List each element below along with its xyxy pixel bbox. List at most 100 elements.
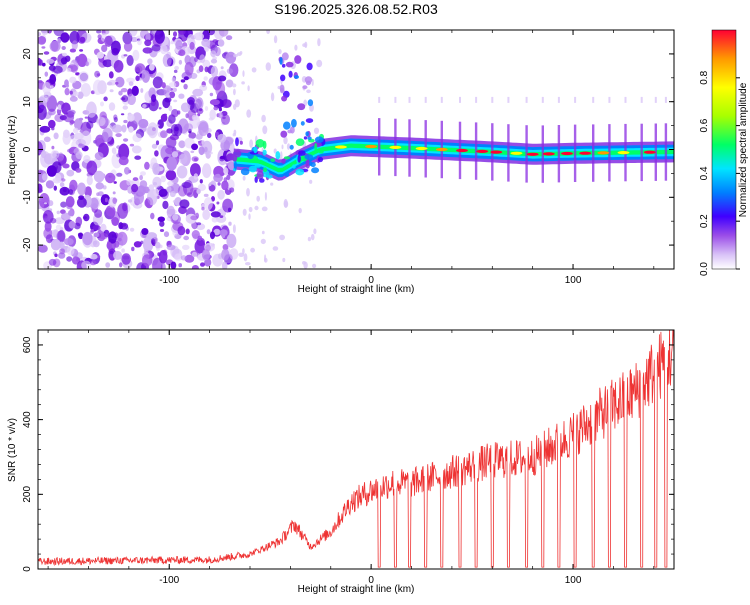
signal-streak-faint: [394, 96, 397, 103]
noise-blob: [79, 49, 84, 52]
signal-peak: [334, 145, 347, 149]
noise-blob: [82, 232, 93, 246]
noise-blob: [65, 84, 69, 88]
noise-blob: [158, 249, 168, 264]
noise-blob: [212, 39, 218, 43]
plume-blob: [279, 84, 285, 93]
snr-series-line: [38, 330, 674, 568]
noise-blob: [85, 61, 89, 67]
noise-blob: [150, 238, 156, 245]
noise-blob: [54, 253, 58, 258]
noise-blob: [64, 87, 70, 96]
noise-blob: [248, 206, 253, 213]
noise-blob: [141, 70, 150, 83]
noise-blob: [79, 36, 86, 43]
noise-blob: [103, 96, 108, 102]
noise-blob: [243, 253, 248, 262]
noise-blob: [180, 79, 186, 83]
noise-blob: [80, 130, 92, 146]
noise-blob: [241, 81, 245, 85]
noise-blob: [251, 67, 257, 73]
signal-streak-faint: [525, 96, 528, 103]
noise-blob: [86, 120, 94, 129]
noise-blob: [313, 127, 320, 134]
signal-peak: [617, 151, 630, 155]
noise-blob: [66, 169, 75, 177]
noise-blob: [105, 262, 111, 268]
noise-blob: [221, 180, 229, 191]
noise-blob: [94, 209, 103, 218]
noise-blob: [261, 206, 268, 212]
noise-blob: [48, 119, 56, 129]
turbulence-blob: [234, 161, 237, 170]
signal-streak: [573, 124, 577, 182]
noise-blob: [77, 53, 88, 67]
noise-blob: [116, 172, 123, 177]
signal-streak: [474, 122, 478, 180]
noise-blob: [195, 133, 203, 140]
noise-blob: [298, 207, 302, 214]
signal-streak: [408, 119, 411, 177]
noise-blob: [170, 124, 179, 136]
noise-blob: [147, 122, 158, 139]
noise-blob: [69, 48, 76, 53]
turbulence-blob: [270, 158, 276, 163]
noise-blob: [111, 147, 117, 154]
noise-blob: [113, 117, 118, 123]
signal-streak-faint: [424, 96, 427, 103]
noise-blob: [162, 200, 169, 210]
noise-blob: [166, 186, 172, 193]
noise-blob: [78, 71, 89, 83]
plume-blob: [281, 95, 288, 102]
noise-blob: [44, 221, 52, 232]
noise-blob: [118, 156, 129, 166]
noise-blob: [264, 254, 267, 263]
noise-blob: [178, 93, 185, 99]
noise-blob: [317, 38, 321, 47]
noise-blob: [109, 89, 114, 93]
noise-blob: [68, 220, 76, 229]
noise-blob: [61, 46, 66, 50]
noise-blob: [41, 30, 49, 35]
noise-blob: [233, 103, 237, 110]
plume-blob: [283, 121, 291, 130]
signal-streak: [664, 123, 668, 181]
noise-blob: [38, 57, 42, 66]
signal-streak-faint: [440, 96, 443, 103]
noise-blob: [217, 189, 225, 200]
noise-blob: [96, 51, 105, 59]
noise-blob: [188, 132, 197, 139]
noise-blob: [178, 263, 182, 268]
turbulence-blob: [314, 143, 318, 151]
noise-blob: [83, 213, 90, 222]
signal-peak: [561, 151, 573, 156]
noise-blob: [86, 175, 93, 186]
noise-blob: [48, 112, 53, 116]
noise-blob: [148, 184, 155, 191]
plume-blob: [280, 130, 288, 138]
noise-blob: [168, 105, 173, 112]
noise-blob: [256, 195, 261, 202]
turbulence-blob: [311, 167, 320, 174]
noise-blob: [159, 220, 165, 227]
noise-blob: [122, 105, 128, 110]
noise-blob: [152, 76, 163, 89]
noise-blob: [118, 90, 123, 96]
noise-blob: [39, 193, 50, 209]
spectrogram-y-ticks: -20 -10 0 10 20: [22, 29, 674, 270]
signal-peak: [435, 147, 448, 152]
noise-blob: [42, 62, 46, 67]
noise-blob: [81, 260, 92, 269]
colorbar-gradient: [711, 29, 737, 270]
colorbar-tick-label: 0.8: [699, 70, 710, 84]
noise-blob: [233, 88, 236, 96]
noise-blob: [279, 234, 285, 241]
noise-blob: [208, 184, 216, 192]
signal-streak-faint: [640, 96, 643, 103]
turbulence-blob: [314, 136, 324, 143]
noise-blob: [53, 132, 59, 140]
noise-blob: [50, 239, 62, 251]
signal-peak: [415, 146, 428, 151]
noise-blob: [94, 70, 100, 78]
noise-blob: [190, 215, 199, 221]
